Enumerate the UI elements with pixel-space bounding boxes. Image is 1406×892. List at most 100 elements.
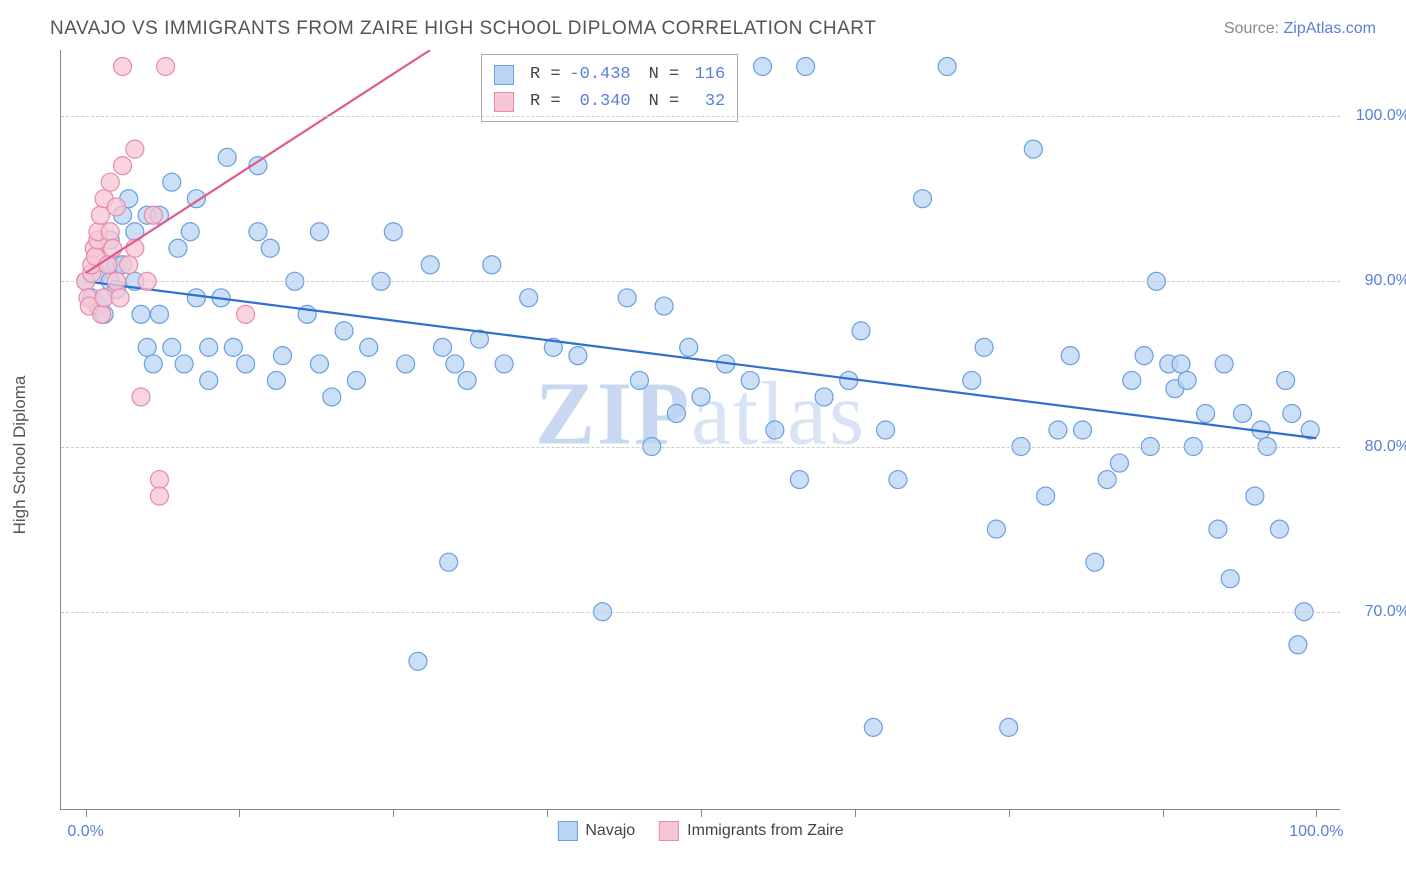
data-point [323, 388, 341, 406]
data-point [114, 157, 132, 175]
data-point [150, 471, 168, 489]
data-point [655, 297, 673, 315]
x-tick [393, 809, 394, 817]
data-point [111, 289, 129, 307]
data-point [1270, 520, 1288, 538]
data-point [397, 355, 415, 373]
data-point [797, 58, 815, 76]
data-point [975, 338, 993, 356]
data-point [224, 338, 242, 356]
data-point [1110, 454, 1128, 472]
source-link[interactable]: ZipAtlas.com [1284, 20, 1376, 37]
data-point [107, 198, 125, 216]
x-tick [1316, 809, 1317, 817]
data-point [347, 371, 365, 389]
data-point [1061, 347, 1079, 365]
data-point [138, 338, 156, 356]
correlation-legend: R =-0.438N =116R =0.340N =32 [481, 54, 738, 122]
data-point [667, 404, 685, 422]
data-point [163, 173, 181, 191]
data-point [200, 371, 218, 389]
data-point [987, 520, 1005, 538]
x-tick [86, 809, 87, 817]
data-point [175, 355, 193, 373]
data-point [815, 388, 833, 406]
data-point [310, 223, 328, 241]
data-point [680, 338, 698, 356]
data-point [1074, 421, 1092, 439]
legend-item: Navajo [557, 821, 635, 841]
data-point [766, 421, 784, 439]
y-tick-label: 70.0% [1350, 603, 1406, 621]
data-point [938, 58, 956, 76]
data-point [93, 305, 111, 323]
data-point [163, 338, 181, 356]
data-point [446, 355, 464, 373]
grid-line [61, 612, 1340, 613]
data-point [249, 223, 267, 241]
data-point [218, 148, 236, 166]
data-point [101, 173, 119, 191]
legend-swatch [557, 821, 577, 841]
data-point [1221, 570, 1239, 588]
data-point [1234, 404, 1252, 422]
data-point [384, 223, 402, 241]
scatter-svg [61, 50, 1341, 810]
data-point [963, 371, 981, 389]
data-point [692, 388, 710, 406]
data-point [1209, 520, 1227, 538]
x-tick-label: 100.0% [1289, 823, 1343, 841]
data-point [181, 223, 199, 241]
data-point [914, 190, 932, 208]
x-tick [701, 809, 702, 817]
data-point [274, 347, 292, 365]
data-point [790, 471, 808, 489]
data-point [1289, 636, 1307, 654]
legend-swatch [494, 92, 514, 112]
data-point [187, 289, 205, 307]
n-value: 116 [687, 61, 725, 88]
legend-swatch [494, 65, 514, 85]
data-point [126, 140, 144, 158]
data-point [1283, 404, 1301, 422]
source-attribution: Source: ZipAtlas.com [1224, 20, 1376, 38]
data-point [877, 421, 895, 439]
data-point [132, 388, 150, 406]
grid-line [61, 447, 1340, 448]
x-tick [1163, 809, 1164, 817]
chart-title: NAVAJO VS IMMIGRANTS FROM ZAIRE HIGH SCH… [50, 18, 876, 40]
data-point [1246, 487, 1264, 505]
data-point [421, 256, 439, 274]
data-point [458, 371, 476, 389]
data-point [1024, 140, 1042, 158]
data-point [569, 347, 587, 365]
data-point [310, 355, 328, 373]
data-point [132, 305, 150, 323]
trend-line [86, 281, 1317, 438]
n-value: 32 [687, 88, 725, 115]
data-point [741, 371, 759, 389]
data-point [1172, 355, 1190, 373]
data-point [520, 289, 538, 307]
chart-header: NAVAJO VS IMMIGRANTS FROM ZAIRE HIGH SCH… [0, 0, 1406, 50]
r-value: -0.438 [569, 61, 631, 88]
plot-region: ZIPatlas R =-0.438N =116R =0.340N =32 Na… [60, 50, 1340, 810]
data-point [1086, 553, 1104, 571]
data-point [1277, 371, 1295, 389]
data-point [483, 256, 501, 274]
r-label: R = [530, 88, 561, 115]
data-point [101, 223, 119, 241]
data-point [200, 338, 218, 356]
data-point [157, 58, 175, 76]
data-point [440, 553, 458, 571]
series-legend: NavajoImmigrants from Zaire [557, 821, 843, 841]
data-point [754, 58, 772, 76]
n-label: N = [649, 88, 680, 115]
data-point [1123, 371, 1141, 389]
data-point [864, 718, 882, 736]
data-point [1178, 371, 1196, 389]
data-point [95, 289, 113, 307]
legend-row: R =-0.438N =116 [494, 61, 725, 88]
data-point [495, 355, 513, 373]
x-tick [855, 809, 856, 817]
